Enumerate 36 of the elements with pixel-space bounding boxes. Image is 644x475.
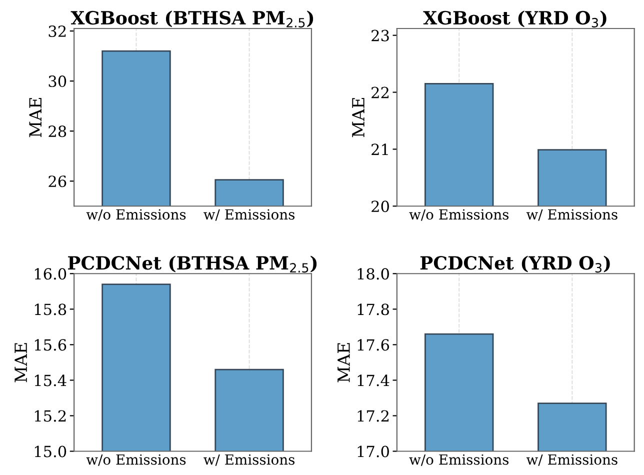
y-tick-label: 23 <box>372 30 389 42</box>
x-tick-label: w/o Emissions <box>86 209 186 221</box>
y-tick-label: 15.8 <box>34 304 66 316</box>
x-tick-label: w/ Emissions <box>526 454 618 466</box>
y-tick-label: 17.8 <box>358 304 389 316</box>
y-tick-label: 17.2 <box>358 410 388 422</box>
x-tick-label: w/o Emissions <box>86 454 186 466</box>
y-tick-label: 30 <box>48 76 66 88</box>
y-tick-label: 15.2 <box>34 410 66 422</box>
y-axis-title: MAE <box>338 343 350 382</box>
y-tick-label: 17.0 <box>358 446 389 458</box>
y-tick-label: 21 <box>372 144 388 155</box>
x-tick-label: w/o Emissions <box>409 454 509 466</box>
y-tick-label: 16.0 <box>34 268 66 280</box>
chart-title: PCDCNet (BTHSA PM$_{2.5}$) <box>68 256 317 273</box>
y-axis-title: MAE <box>352 98 364 138</box>
y-tick-label: 15.0 <box>34 446 66 458</box>
y-axis-title: MAE <box>29 98 42 138</box>
x-tick-label: w/ Emissions <box>204 209 295 221</box>
y-tick-label: 28 <box>48 126 66 138</box>
y-tick-label: 26 <box>48 176 66 188</box>
chart-title: XGBoost (BTHSA PM$_{2.5}$) <box>70 10 314 28</box>
y-tick-label: 20 <box>372 200 389 212</box>
chart-title: XGBoost (YRD O$_{3}$) <box>423 10 606 28</box>
y-tick-label: 18.0 <box>358 268 389 280</box>
x-tick-label: w/ Emissions <box>204 454 295 466</box>
y-tick-label: 32 <box>48 25 66 38</box>
y-tick-label: 15.6 <box>34 339 66 351</box>
y-tick-label: 17.4 <box>358 374 390 386</box>
x-tick-label: w/ Emissions <box>526 209 618 221</box>
y-axis-title: MAE <box>14 343 27 382</box>
y-tick-label: 17.6 <box>358 339 390 351</box>
y-tick-label: 22 <box>372 86 388 98</box>
x-tick-label: w/o Emissions <box>409 209 509 221</box>
y-tick-label: 15.4 <box>34 374 66 386</box>
chart-title: PCDCNet (YRD O$_{3}$) <box>420 256 610 273</box>
